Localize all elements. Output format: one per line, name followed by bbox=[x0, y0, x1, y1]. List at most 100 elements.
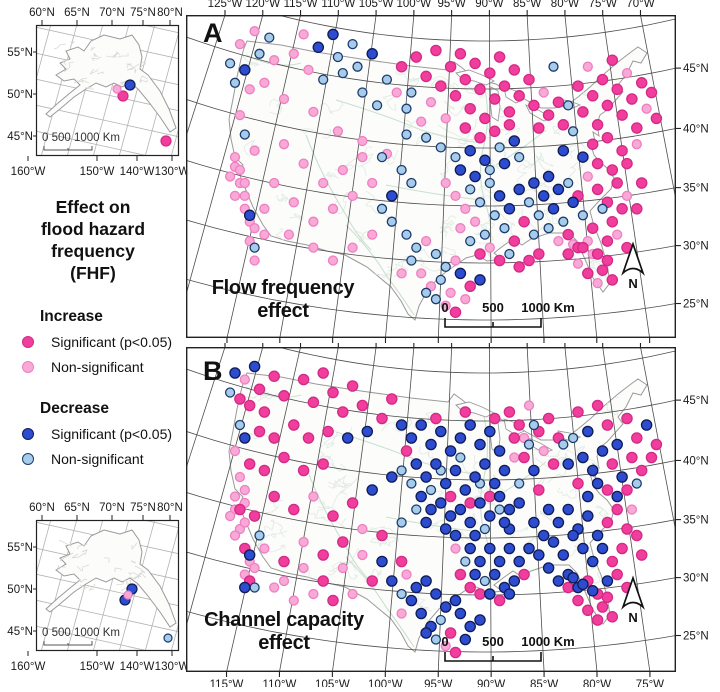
station-dot-ni bbox=[357, 523, 368, 535]
station-dot-si bbox=[616, 144, 628, 157]
latitude-label: 70°N bbox=[99, 7, 125, 19]
station-dot-ni bbox=[249, 26, 260, 37]
station-dot-si bbox=[650, 112, 663, 125]
station-dot-si bbox=[557, 119, 570, 131]
station-dot-sd bbox=[420, 627, 432, 639]
station-dot-sd bbox=[327, 28, 339, 41]
station-dot-sd bbox=[508, 135, 521, 147]
station-dot-sd bbox=[503, 542, 516, 555]
station-dot-sd bbox=[474, 438, 486, 451]
station-dot-si bbox=[346, 380, 359, 392]
station-dot-nd bbox=[224, 58, 236, 69]
station-dot-si bbox=[454, 48, 467, 60]
station-dot-si bbox=[601, 235, 614, 247]
station-dot-si bbox=[606, 54, 619, 66]
station-dot-ni bbox=[357, 549, 368, 561]
station-dot-sd bbox=[366, 484, 378, 496]
station-dot-ni bbox=[259, 203, 270, 214]
station-dot-sd bbox=[386, 471, 398, 483]
station-dot-si bbox=[596, 601, 609, 613]
station-dot-ni bbox=[396, 608, 407, 619]
station-dot-si bbox=[635, 177, 648, 189]
station-dot-sd bbox=[567, 196, 579, 209]
station-dot-si bbox=[474, 248, 486, 260]
station-dot-nd bbox=[318, 74, 329, 85]
station-dot-si bbox=[523, 254, 535, 267]
station-dot-nd bbox=[411, 242, 422, 253]
station-dot-ni bbox=[318, 177, 329, 189]
station-dot-sd bbox=[361, 425, 374, 438]
station-dot-si bbox=[611, 568, 623, 581]
station-dot-si bbox=[493, 254, 506, 267]
station-dot-sd bbox=[243, 209, 256, 222]
station-dot-sd bbox=[596, 542, 609, 555]
longitude-label: 75°W bbox=[636, 679, 664, 687]
station-dot-ni bbox=[249, 562, 260, 574]
station-dot-ni bbox=[626, 504, 638, 515]
latitude-label: 45°N bbox=[7, 626, 33, 638]
station-dot-si bbox=[484, 490, 496, 503]
station-dot-sd bbox=[508, 575, 521, 587]
station-dot-ni bbox=[416, 268, 427, 279]
station-dot-si bbox=[611, 177, 623, 189]
alaska-inset-bottom: 0 500 1000 Km 60°N 65°N 70°N 75°N 80°N 55°N 50°… bbox=[0, 495, 189, 687]
station-dot-sd bbox=[435, 497, 447, 509]
station-dot-sd bbox=[537, 190, 550, 202]
station-dot-nd bbox=[460, 556, 471, 567]
significant-increase-dot-icon bbox=[22, 335, 34, 348]
station-dot-ni bbox=[123, 590, 133, 600]
station-dot-ni bbox=[425, 97, 437, 108]
station-dot-si bbox=[420, 70, 432, 83]
station-dot-ni bbox=[229, 190, 241, 202]
longitude-label: 140°W bbox=[120, 661, 155, 673]
station-dot-sd bbox=[430, 588, 442, 600]
station-dot-si bbox=[542, 109, 555, 121]
station-dot-sd bbox=[493, 445, 506, 457]
map-frame bbox=[185, 14, 677, 339]
station-dot-si bbox=[469, 57, 481, 70]
station-dot-si bbox=[523, 73, 535, 86]
station-dot-sd bbox=[425, 503, 437, 516]
station-dot-si bbox=[616, 109, 628, 121]
station-dot-si bbox=[503, 119, 516, 131]
station-dot-nd bbox=[347, 38, 358, 50]
latitude-label: 35°N bbox=[683, 515, 709, 527]
station-dot-si bbox=[626, 93, 638, 105]
station-dot-sd bbox=[582, 425, 594, 438]
legend-item-nonsignificant-decrease: Non-significant bbox=[22, 449, 186, 468]
station-dot-sd bbox=[557, 144, 570, 157]
legend-heading-decrease: Decrease bbox=[40, 400, 109, 417]
effect-label-line: Channel capacity bbox=[204, 609, 364, 631]
station-dot-ni bbox=[283, 229, 295, 240]
station-dot-nd bbox=[396, 517, 407, 528]
station-dot-si bbox=[601, 254, 614, 267]
station-dot-si bbox=[464, 280, 476, 293]
longitude-label: 160°W bbox=[11, 166, 46, 178]
station-dot-si bbox=[591, 157, 604, 170]
longitude-label: 80°W bbox=[551, 0, 579, 10]
inset-axis-labels: 60°N 65°N 70°N 75°N 80°N 55°N 50°N 45°N 160°W 150… bbox=[7, 502, 189, 673]
station-dot-sd bbox=[469, 471, 481, 483]
station-dot-ni bbox=[308, 106, 319, 118]
station-dot-nd bbox=[504, 248, 515, 260]
station-dot-si bbox=[601, 484, 614, 496]
station-dot-si bbox=[542, 412, 555, 425]
station-dot-nd bbox=[479, 523, 491, 535]
station-dot-ni bbox=[229, 151, 241, 163]
station-dot-sd bbox=[439, 601, 452, 613]
station-dot-ni bbox=[357, 151, 368, 163]
station-dot-sd bbox=[439, 477, 452, 490]
station-dot-si bbox=[508, 235, 521, 247]
nonsignificant-increase-dot-icon bbox=[22, 360, 34, 373]
station-dot-ni bbox=[259, 77, 270, 88]
station-dot-ni bbox=[592, 277, 603, 289]
station-dot-sd bbox=[542, 562, 555, 574]
station-dot-ni bbox=[229, 530, 241, 541]
station-dot-si bbox=[562, 228, 574, 241]
station-dot-ni bbox=[244, 84, 255, 95]
longitude-label: 150°W bbox=[80, 166, 115, 178]
station-dot-nd bbox=[396, 465, 407, 476]
station-dot-si bbox=[268, 432, 280, 444]
station-dot-ni bbox=[440, 177, 451, 189]
